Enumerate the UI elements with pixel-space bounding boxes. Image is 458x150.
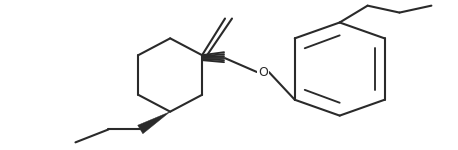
Text: O: O: [258, 66, 268, 79]
Polygon shape: [138, 112, 170, 134]
